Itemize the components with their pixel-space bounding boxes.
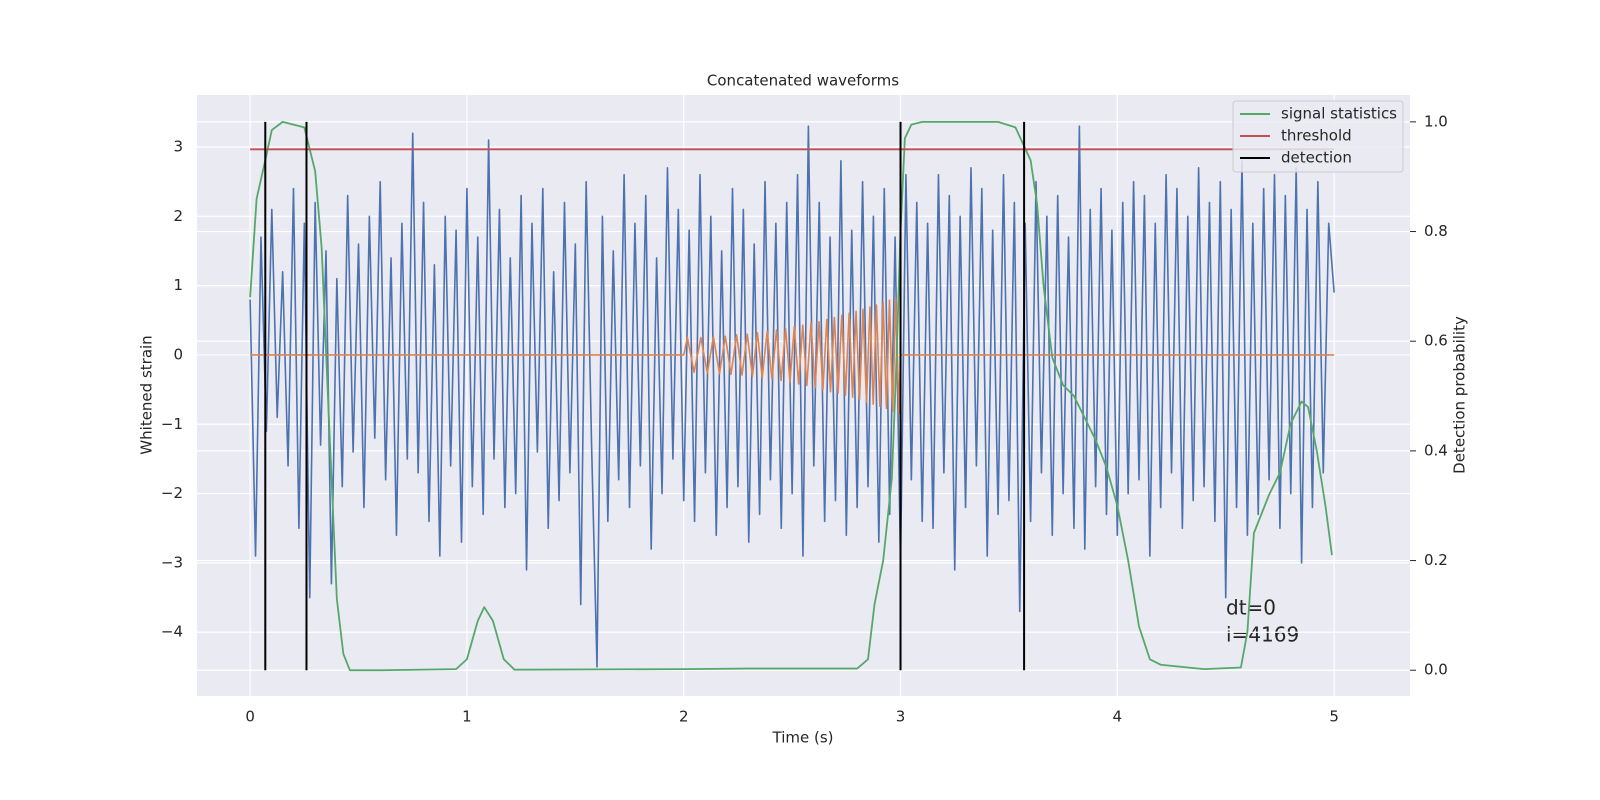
x-tick-label: 5 [1329,708,1339,726]
data-line [249,120,1333,672]
data-line [249,125,1335,668]
y-tick-label: 2 [173,207,183,225]
y-tick-label: 0 [173,345,183,363]
x-tick-label: 4 [1113,708,1123,726]
legend-label: threshold [1281,127,1352,145]
y2-tick-label: 1.0 [1424,112,1448,130]
y2-axis-label: Detection probability [1451,316,1469,474]
y2-tick-label: 0.0 [1424,661,1448,679]
chart-title: Concatenated waveforms [707,72,899,90]
y-tick-label: −1 [161,415,183,433]
x-tick-label: 1 [462,708,472,726]
y-tick-label: −3 [161,553,183,571]
y-tick-label: −4 [161,623,183,641]
y-tick-label: −2 [161,484,183,502]
plot-area [249,120,1335,672]
annotation: dt=0 [1226,596,1276,620]
y-tick-label: 1 [173,276,183,294]
y2-tick-label: 0.4 [1424,441,1448,459]
x-tick-label: 3 [896,708,906,726]
x-tick-label: 2 [679,708,689,726]
y2-tick-label: 0.8 [1424,222,1448,240]
annotation: i=4169 [1226,623,1299,647]
legend-label: signal statistics [1281,105,1397,123]
data-line [250,297,1335,414]
x-tick-label: 0 [245,708,255,726]
y-axis-label: Whitened strain [138,335,156,454]
legend-box [1232,100,1404,173]
legend-label: detection [1281,149,1352,167]
y2-tick-label: 0.2 [1424,551,1448,569]
x-axis-label: Time (s) [772,729,834,747]
y2-tick-label: 0.6 [1424,332,1448,350]
legend: signal statistics threshold detection [1232,100,1404,173]
y-tick-label: 3 [173,137,183,155]
